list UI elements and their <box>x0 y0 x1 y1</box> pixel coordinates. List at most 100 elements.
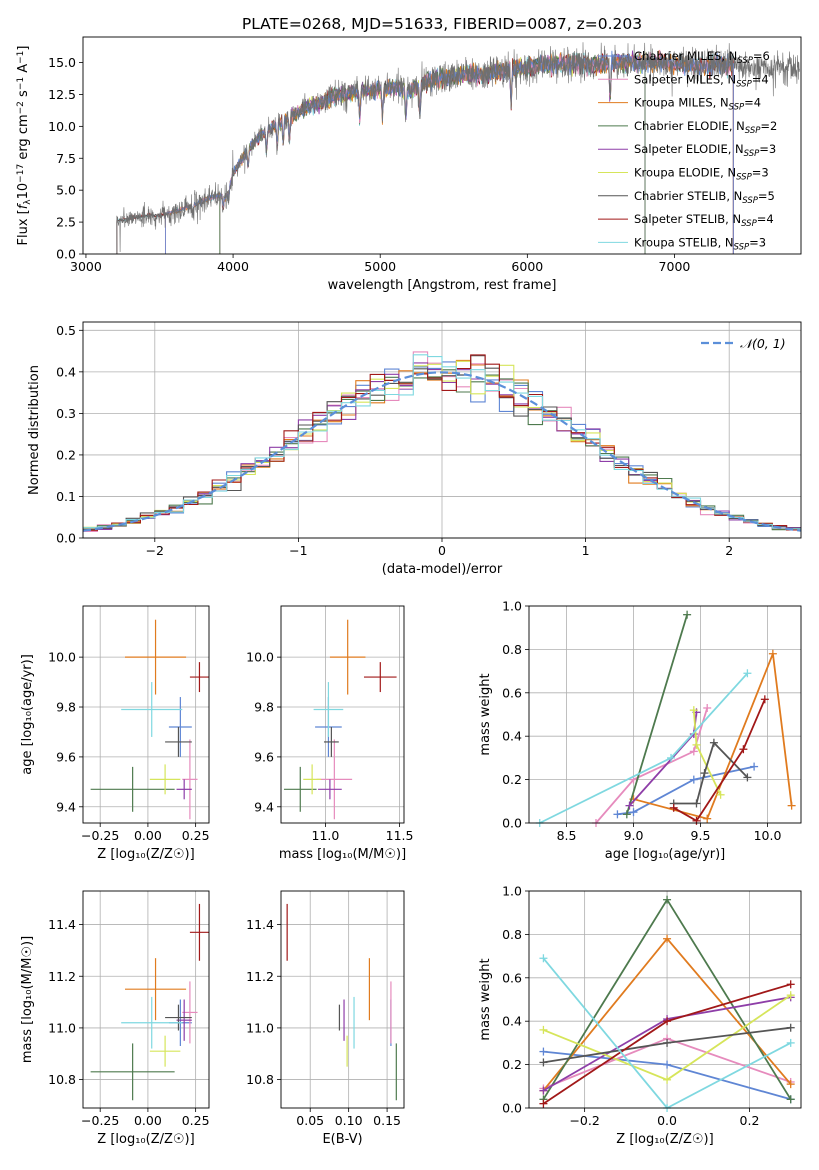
z_weights-marker <box>663 1060 672 1069</box>
ebv_vs_mass-axes: 0.05 0.10 0.15 10.8 11.0 11.2 11.4 E(B-V) <box>246 891 404 1147</box>
z_vs_age-errorbar-kroupa-miles <box>125 619 187 695</box>
age_weights-marker <box>709 738 718 747</box>
z_weights-y-tick-label: 0.6 <box>502 970 522 985</box>
z_weights-marker <box>539 954 548 963</box>
age_weights-series-chabrier-stelib <box>669 738 752 808</box>
z_weights-marker <box>539 1086 548 1095</box>
mass_vs_age-y-tick-label: 9.8 <box>254 700 274 715</box>
age_weights-series-chabrier-elodie-line <box>625 614 688 815</box>
age_weights-y-tick-label: 0.6 <box>502 685 522 700</box>
residuals-y-tick-label: 0.3 <box>56 406 76 421</box>
z_weights-x-tick-label: 0.2 <box>740 1113 760 1128</box>
age_weights-marker <box>629 808 638 817</box>
z_vs_mass-x-tick-label: 0.25 <box>182 1113 210 1128</box>
spectrum-y-tick-label: 15.0 <box>48 55 76 70</box>
z_vs_age-errorbar-kroupa-elodie <box>149 764 181 795</box>
z_vs_mass-y-tick-label: 11.4 <box>48 917 76 932</box>
ebv_vs_mass-x-tick-label: 0.10 <box>335 1113 363 1128</box>
legend-label-text: Kroupa ELODIE, N <box>634 166 736 180</box>
mass_vs_age-errorbar-kroupa-elodie <box>303 764 322 795</box>
ebv_vs_mass-y-tick-label: 11.0 <box>246 1020 274 1035</box>
z_vs_mass-errorbar-salpeter-stelib <box>189 903 209 961</box>
mass_vs_age-y-tick-label: 9.6 <box>254 749 274 764</box>
z_vs_mass-errorbar-chabrier-stelib <box>165 1004 192 1031</box>
legend-label-subscript: SSP <box>744 149 760 159</box>
legend-label-text: Chabrier ELODIE, N <box>634 119 745 133</box>
age_weights-marker <box>760 695 769 704</box>
age_weights-y-tick-label: 0.8 <box>502 642 522 657</box>
age_weights-marker <box>703 814 712 823</box>
age_weights-marker <box>689 747 698 756</box>
z_vs_mass-y-tick-label: 11.0 <box>48 1020 76 1035</box>
z_weights-frame <box>528 890 802 1109</box>
age_weights-marker <box>703 703 712 712</box>
z_vs_age-errorbar-chabrier-miles <box>168 697 192 757</box>
z_vs_age-errorbar-salpeter-elodie <box>176 779 192 800</box>
z_vs_age-errorbar-salpeter-miles <box>182 739 198 820</box>
residual-histograms <box>83 351 801 533</box>
age_weights-series-chabrier-miles <box>613 762 759 819</box>
spectrum-y-label-part: 10 <box>16 183 31 200</box>
z_vs_age-x-axis-label: Z [log₁₀(Z/Z☉)] <box>97 847 194 862</box>
residuals-x-tick-label: −1 <box>289 543 307 558</box>
z_weights-series-chabrier-stelib <box>539 1023 795 1067</box>
normal-distribution-curve <box>83 371 801 532</box>
spectrum-y-label-part: erg cm <box>16 114 31 163</box>
spectrum-y-label-part: A <box>16 64 31 77</box>
spectrum-y-tick-label: 5.0 <box>56 183 76 198</box>
age_weights-series <box>535 610 796 827</box>
z_vs_age-errorbar-kroupa-stelib <box>121 682 183 737</box>
legend-label-chabrier-miles: Chabrier MILES, NSSP=6 <box>634 49 770 66</box>
z_vs_mass-y-tick-label: 11.2 <box>48 969 76 984</box>
spectrum-y-tick-label: 10.0 <box>48 119 76 134</box>
legend-label-text: Chabrier MILES, N <box>634 49 737 63</box>
spectrum-y-label-part: ] <box>16 46 31 51</box>
age_weights-marker <box>692 799 701 808</box>
age_weights-marker <box>625 801 634 810</box>
z_vs_age-y-tick-label: 9.4 <box>56 799 76 814</box>
residuals-axes: −2 −1 0 1 2 0.0 0.1 0.2 0.3 0.4 0.5 (data-model)/er… <box>27 322 801 577</box>
age_weights-marker <box>692 740 701 749</box>
residual-histogram-salpeter-stelib <box>83 354 801 531</box>
z_weights-marker <box>786 1080 795 1089</box>
legend-label-normal: 𝒩(0, 1) <box>740 336 786 351</box>
spectrum-y-label-part: −2 <box>16 101 26 114</box>
z_weights-marker <box>663 895 672 904</box>
mass_vs_age-x-axis-label: mass [log₁₀(M/M☉)] <box>279 847 406 862</box>
residuals-x-tick-label: 2 <box>725 543 733 558</box>
z_weights-marker <box>663 934 672 943</box>
legend-label-text: Salpeter MILES, N <box>634 72 736 86</box>
age_weights-series-salpeter-stelib-line <box>673 698 766 823</box>
age_weights-frame <box>528 605 802 824</box>
z_weights-marker <box>786 1095 795 1104</box>
age_weights-series-chabrier-elodie <box>622 610 692 819</box>
age_weights-marker <box>669 803 678 812</box>
legend-label-subscript: SSP <box>737 56 753 66</box>
residual-histogram-kroupa-stelib <box>83 354 801 530</box>
legend-label-value: =5 <box>758 189 775 203</box>
legend-label-value: =4 <box>752 72 769 86</box>
spectrum-x-tick-label: 7000 <box>659 259 691 274</box>
z_vs_age-y-tick-label: 9.8 <box>56 700 76 715</box>
age_weights-series-salpeter-miles-line <box>595 707 709 824</box>
spectrum-y-axis-label: Flux [fλ10−17 erg cm−2 s−1 A−1] <box>16 46 33 246</box>
spectrum-x-axis-label: wavelength [Angstrom, rest frame] <box>328 278 557 293</box>
age_weights-x-axis-label: age [log₁₀(age/yr)] <box>605 847 726 862</box>
spectrum-y-label-part: f <box>16 202 31 209</box>
age_weights-marker <box>739 745 748 754</box>
legend-label-value: =3 <box>749 235 766 249</box>
age_weights-marker <box>622 810 631 819</box>
age_weights-series-kroupa-elodie <box>689 706 725 799</box>
spectrum-y-label-part: −1 <box>16 77 26 90</box>
age_weights-marker <box>768 649 777 658</box>
z_weights-y-tick-label: 1.0 <box>502 884 522 899</box>
ebv_vs_mass-y-tick-label: 11.2 <box>246 969 274 984</box>
age_weights-marker <box>787 801 796 810</box>
legend-label-text: Salpeter STELIB, N <box>634 212 741 226</box>
z_weights-y-tick-label: 0.8 <box>502 927 522 942</box>
age_weights-y-tick-label: 0.2 <box>502 772 522 787</box>
mass_vs_age-x-tick-label: 11.0 <box>312 828 340 843</box>
z_vs_age-y-tick-label: 9.6 <box>56 749 76 764</box>
